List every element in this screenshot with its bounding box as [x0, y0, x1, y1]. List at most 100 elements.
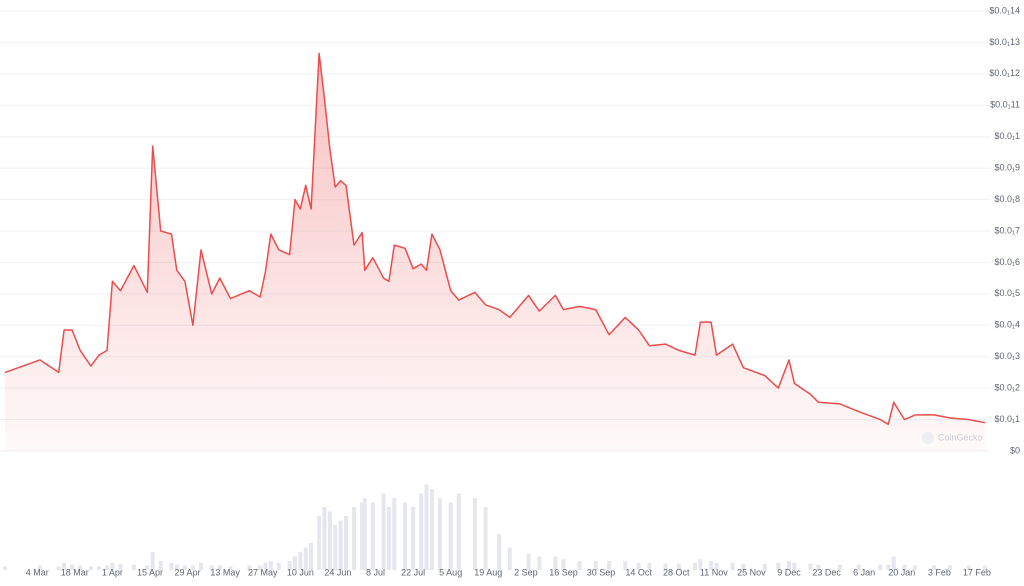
volume-bar: [913, 565, 918, 570]
volume-bar: [3, 566, 7, 570]
volume-bar: [472, 498, 477, 570]
volume-bar: [386, 507, 391, 570]
volume-bar: [676, 563, 681, 570]
volume-bar: [105, 565, 110, 570]
x-tick-label: 24 Jun: [324, 567, 351, 577]
price-area: [5, 53, 985, 452]
x-tick-label: 28 Oct: [663, 567, 690, 577]
volume-bar: [693, 562, 698, 570]
volume-bar: [607, 561, 612, 570]
x-tick-label: 13 May: [210, 567, 240, 577]
volume-bar: [174, 564, 179, 570]
volume-bar: [287, 561, 292, 570]
volume-bar: [647, 562, 652, 570]
volume-bar: [424, 484, 429, 570]
x-tick-label: 22 Jul: [401, 567, 425, 577]
volume-bar: [145, 565, 150, 570]
y-tick-label: $0: [1010, 445, 1020, 455]
x-tick-label: 1 Apr: [102, 567, 123, 577]
volume-bar: [333, 525, 338, 570]
volume-bar: [352, 507, 357, 570]
y-tick-label: $0.0₁9: [994, 163, 1020, 173]
y-tick-label: $0.0₁13: [989, 37, 1020, 47]
volume-bar: [948, 565, 953, 570]
volume-bar: [787, 561, 791, 570]
price-line: [4, 52, 986, 426]
volume-bar: [902, 564, 907, 570]
volume-bar: [762, 563, 767, 570]
volume-bar: [931, 565, 936, 570]
volume-bar: [309, 543, 314, 570]
volume-bar: [808, 563, 813, 570]
volume-bar: [507, 547, 512, 570]
y-tick-label: $0.0₁5: [994, 288, 1020, 298]
volume-bar: [429, 489, 434, 570]
watermark-logo: [922, 432, 934, 444]
volume-bar: [483, 507, 488, 570]
volume-bar: [878, 564, 883, 570]
volume-bar: [56, 566, 61, 570]
volume-bar: [276, 562, 281, 570]
y-tick-label: $0.0₁12: [989, 68, 1020, 78]
y-tick-label: $0.0₁3: [994, 351, 1020, 361]
x-tick-label: 25 Nov: [737, 567, 766, 577]
volume-bar: [392, 498, 397, 570]
y-tick-label: $0.0₁7: [994, 225, 1020, 235]
x-tick-label: 5 Aug: [439, 567, 462, 577]
volume-bar: [886, 564, 891, 570]
x-tick-label: 10 Jun: [287, 567, 314, 577]
volume-bar: [182, 565, 187, 570]
volume-bar: [70, 564, 75, 570]
volume-bar: [403, 502, 408, 570]
y-tick-label: $0.0₁8: [994, 194, 1020, 204]
volume-bar: [553, 556, 558, 570]
x-tick-label: 2 Sep: [514, 567, 538, 577]
volume-bar: [776, 562, 781, 570]
volume-bar: [78, 565, 83, 570]
volume-bar: [118, 563, 123, 570]
volume-bar: [247, 565, 252, 570]
volume-bar: [228, 566, 233, 570]
volume-bar: [322, 507, 327, 570]
volume-bar: [150, 552, 155, 570]
volume-bar: [714, 562, 719, 570]
x-tick-label: 17 Feb: [963, 567, 991, 577]
volume-bar: [217, 565, 222, 570]
volume-bars: [3, 484, 987, 570]
volume-bar: [199, 562, 203, 570]
volume-bar: [411, 507, 416, 570]
volume-bar: [381, 493, 386, 570]
x-tick-label: 23 Dec: [812, 567, 841, 577]
volume-bar: [360, 502, 365, 570]
volume-bar: [131, 564, 136, 570]
x-tick-label: 6 Jan: [853, 567, 875, 577]
x-tick-label: 8 Jul: [366, 567, 385, 577]
volume-bar: [593, 561, 598, 570]
volume-bar: [292, 556, 297, 570]
volume-bar: [623, 561, 628, 570]
volume-bar: [792, 562, 797, 570]
volume-bar: [497, 534, 502, 570]
volume-bar: [169, 562, 174, 570]
volume-bar: [338, 520, 343, 570]
volume-bar: [96, 566, 101, 570]
volume-bar: [838, 564, 843, 570]
volume-bar: [636, 562, 641, 570]
volume-bar: [37, 565, 42, 570]
volume-bar: [698, 559, 703, 570]
volume-bar: [526, 553, 531, 570]
volume-bar: [816, 564, 821, 570]
volume-bar: [730, 562, 735, 570]
x-tick-label: 4 Mar: [26, 567, 49, 577]
volume-bar: [88, 566, 93, 570]
x-tick-label: 18 Mar: [61, 567, 89, 577]
volume-bar: [263, 562, 268, 570]
volume-bar: [448, 502, 453, 570]
volume-bar: [158, 561, 163, 570]
volume-bar: [370, 502, 375, 570]
volume-bar: [577, 561, 582, 570]
volume-bar: [419, 493, 424, 570]
x-tick-label: 14 Oct: [625, 567, 652, 577]
